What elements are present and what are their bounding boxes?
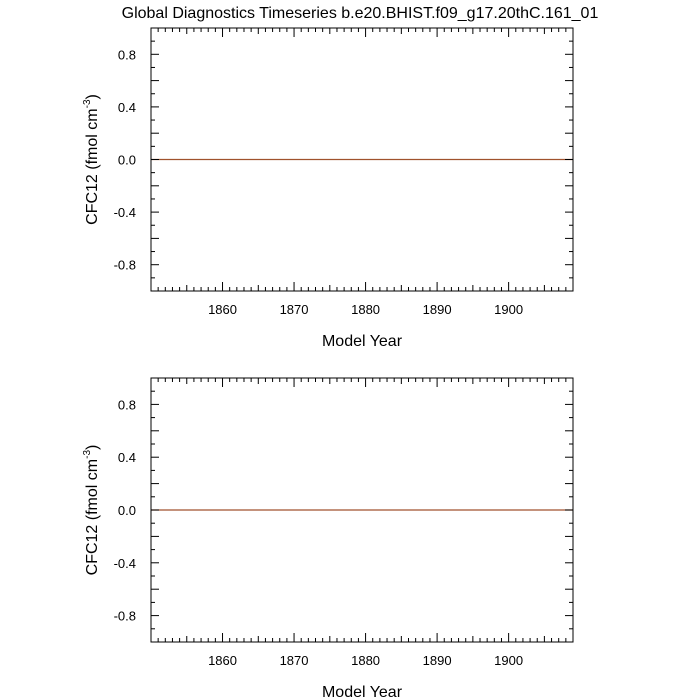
y-axis-title-superscript: -3: [82, 450, 93, 459]
x-tick-label: 1860: [208, 302, 237, 317]
x-tick-label: 1900: [494, 302, 523, 317]
x-tick-label: 1900: [494, 653, 523, 668]
x-tick-label: 1890: [423, 653, 452, 668]
y-tick-label: 0.0: [118, 153, 136, 168]
y-axis-title: CFC12 (fmol cm-3): [82, 94, 101, 225]
x-axis-title: Model Year: [322, 333, 403, 350]
y-axis-title-superscript: -3: [82, 99, 93, 108]
x-tick-label: 1890: [423, 302, 452, 317]
x-axis-title: Model Year: [322, 684, 403, 700]
y-axis-title-main: CFC12 (fmol cm: [84, 108, 101, 224]
x-tick-label: 1880: [351, 653, 380, 668]
y-tick-label: 0.4: [118, 450, 136, 465]
y-tick-label: 0.0: [118, 503, 136, 518]
y-axis-title-main: CFC12 (fmol cm: [84, 459, 101, 575]
y-tick-label: -0.8: [114, 258, 136, 273]
bottom-panel: 1860 1870 1880 1890 1900 0.8 0.4 0.0 -0.4 -0.8 Mod…: [82, 377, 574, 700]
y-tick-label: 0.4: [118, 100, 136, 115]
x-tick-label: 1880: [351, 302, 380, 317]
y-tick-label: -0.4: [114, 556, 136, 571]
y-axis-title-close: ): [84, 94, 101, 99]
x-tick-label: 1870: [280, 653, 309, 668]
chart-title: Global Diagnostics Timeseries b.e20.BHIS…: [122, 5, 599, 22]
x-tick-label: 1870: [280, 302, 309, 317]
y-tick-label: -0.4: [114, 205, 136, 220]
top-panel: 1860 1870 1880 1890 1900 0.8 0.4 0.0 -0.4 -0.8 Mod…: [82, 27, 574, 350]
y-tick-label: 0.8: [118, 397, 136, 412]
x-tick-label: 1860: [208, 653, 237, 668]
y-tick-label: -0.8: [114, 609, 136, 624]
y-axis-title: CFC12 (fmol cm-3): [82, 445, 101, 576]
y-axis-title-close: ): [84, 445, 101, 450]
y-tick-label: 0.8: [118, 47, 136, 62]
